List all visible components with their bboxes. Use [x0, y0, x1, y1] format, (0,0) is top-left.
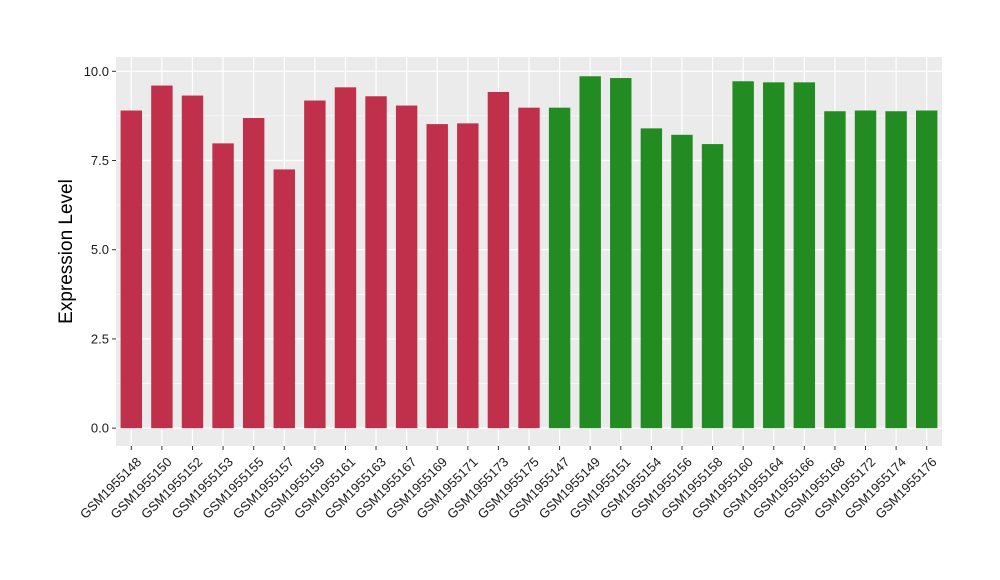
y-axis: 0.0 2.5 5.0 7.5 10.0 — [84, 64, 116, 436]
bar-GSM1955151 — [610, 78, 632, 429]
bar-GSM1955173 — [487, 91, 510, 429]
x-axis: GSM1955148GSM1955150GSM1955152GSM1955153… — [77, 446, 940, 522]
bar-GSM1955172 — [854, 110, 877, 429]
y-tick-label: 7.5 — [91, 153, 109, 168]
y-axis-title: Expression Level — [56, 179, 77, 324]
bar-GSM1955154 — [640, 128, 663, 429]
bar-GSM1955157 — [273, 169, 295, 429]
bar-GSM1955171 — [457, 123, 479, 429]
bar-GSM1955167 — [395, 105, 418, 429]
bar-GSM1955175 — [518, 107, 540, 429]
bar-GSM1955152 — [181, 95, 204, 429]
bar-GSM1955166 — [793, 82, 816, 429]
bar-GSM1955155 — [242, 118, 265, 429]
bar-GSM1955148 — [120, 110, 143, 429]
bar-GSM1955161 — [334, 87, 357, 429]
bar-GSM1955158 — [701, 144, 724, 429]
y-tick-label: 0.0 — [91, 421, 109, 436]
bar-GSM1955150 — [151, 85, 173, 429]
bar-GSM1955174 — [885, 111, 907, 429]
bar-GSM1955168 — [824, 111, 846, 429]
bar-GSM1955159 — [304, 100, 326, 429]
bar-GSM1955176 — [915, 110, 938, 429]
bar-GSM1955164 — [763, 82, 785, 429]
bar-GSM1955147 — [548, 107, 571, 429]
y-tick-label: 10.0 — [84, 64, 109, 79]
bar-GSM1955169 — [426, 124, 448, 429]
bar-GSM1955156 — [671, 134, 693, 429]
bar-GSM1955163 — [365, 96, 387, 429]
y-tick-label: 2.5 — [91, 331, 109, 346]
bar-GSM1955149 — [579, 76, 601, 429]
bar-GSM1955153 — [212, 143, 234, 429]
y-tick-label: 5.0 — [91, 242, 109, 257]
bar-GSM1955160 — [732, 81, 754, 429]
bars — [120, 76, 938, 429]
